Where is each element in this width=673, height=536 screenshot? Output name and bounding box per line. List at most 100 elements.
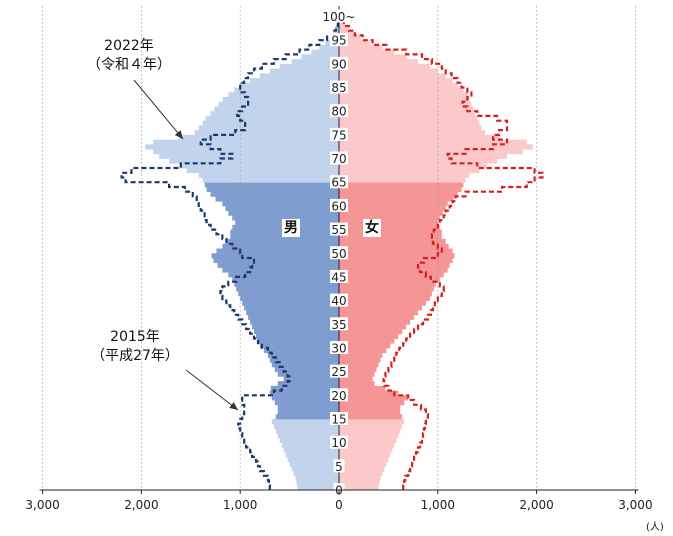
male-bar (228, 210, 339, 216)
female-bar (339, 295, 430, 301)
female-bar (339, 168, 480, 174)
male-bar (301, 54, 339, 60)
x-tick-label: 0 (335, 498, 343, 512)
female-bar (339, 25, 349, 32)
female-bar (339, 418, 405, 425)
male-bar (254, 329, 339, 335)
annotation-arrow-line (133, 79, 184, 140)
male-bar (186, 168, 339, 174)
y-tick-bg (330, 411, 348, 425)
female-bar (339, 329, 403, 335)
male-bar (270, 385, 339, 391)
x-unit-label: (人) (646, 522, 664, 533)
male-bar (250, 319, 339, 325)
female-bar (339, 381, 375, 387)
y-tick-bg (330, 151, 348, 165)
y-tick-label: 55 (331, 223, 346, 237)
female-bar (339, 215, 440, 221)
female-bar (339, 59, 419, 65)
annotation-2022-era: （令和４年） (87, 57, 171, 73)
male-bar (269, 357, 339, 363)
y-tick-bg (330, 33, 348, 47)
annotation-2015: 2015年 （平成27年） (80, 328, 190, 366)
male-bar (277, 409, 339, 415)
male-bar (271, 418, 339, 425)
male-bar (283, 376, 339, 382)
male-bar (271, 395, 339, 401)
male-bar (297, 485, 339, 491)
female-bar (339, 352, 383, 358)
female-bar (339, 310, 419, 316)
female-bar (339, 120, 480, 126)
female-bar (339, 101, 472, 107)
female-bar (339, 362, 379, 368)
male-bar (214, 106, 339, 112)
male-bar (256, 333, 339, 339)
y-tick-label: 80 (331, 105, 346, 119)
male-bar (242, 300, 339, 306)
male-bar (279, 437, 339, 444)
female-bar (339, 205, 446, 212)
male-bar (222, 267, 339, 273)
female-bar (339, 376, 373, 382)
y-tick-label: 30 (331, 341, 346, 355)
male-bar (244, 305, 339, 311)
male-bar (269, 68, 339, 74)
female-bar (339, 248, 453, 254)
female-bar (339, 253, 455, 259)
y-tick-bg (330, 364, 348, 378)
y-tick-label: 50 (331, 247, 346, 261)
y-tick-label: 100~ (323, 10, 356, 24)
male-bar (211, 253, 339, 259)
female-bar (339, 201, 448, 207)
axes: 0 5 10 15 20 25 30 35 40 45 50 55 60 65 70 75 80 85 90 95 10… (25, 6, 653, 512)
y-tick-label: 35 (331, 318, 346, 332)
male-bar (263, 347, 339, 354)
female-bar (339, 461, 387, 467)
female-label: 女 (363, 219, 381, 237)
male-bar (289, 461, 339, 467)
female-bar (339, 158, 498, 164)
female-bar (339, 49, 395, 55)
female-bar (339, 73, 446, 79)
y-tick-bg (330, 56, 348, 70)
male-bar (295, 475, 339, 481)
y-tick-label: 20 (331, 389, 346, 403)
male-bar (153, 139, 339, 145)
female-bar (339, 286, 434, 292)
female-bar (339, 452, 391, 458)
male-bar (269, 390, 339, 396)
x-tick-label: 3,000 (618, 498, 652, 512)
female-bar (339, 87, 464, 93)
male-bar (178, 134, 339, 141)
male-bar (319, 44, 339, 51)
annotation-2015-year: 2015年 (110, 329, 160, 345)
male-bar (275, 428, 339, 434)
y-tick-bg (333, 459, 345, 473)
female-bar (339, 44, 383, 51)
female-bar (339, 404, 401, 410)
male-bar (285, 452, 339, 458)
male-bar (202, 177, 339, 183)
female-bar (339, 243, 449, 249)
male-bar (222, 96, 339, 103)
male-bar (159, 153, 339, 159)
female-bar (339, 229, 442, 235)
male-bar (283, 447, 339, 453)
male-bar (275, 414, 339, 420)
annotation-2022-year: 2022年 (104, 38, 154, 54)
male-bar (273, 423, 339, 429)
male-bar (227, 239, 339, 245)
male-bar (246, 310, 339, 316)
y-tick-bg (330, 80, 348, 94)
female-bar (339, 196, 454, 202)
female-bar (339, 272, 444, 278)
y-tick-bg (330, 317, 348, 331)
annotation-arrows (133, 79, 239, 411)
male-bar (232, 215, 339, 221)
y-tick-bg (330, 340, 348, 354)
female-bar (339, 305, 422, 311)
female-bar (339, 343, 391, 349)
male-bar (279, 63, 339, 69)
female-bar (339, 447, 393, 453)
